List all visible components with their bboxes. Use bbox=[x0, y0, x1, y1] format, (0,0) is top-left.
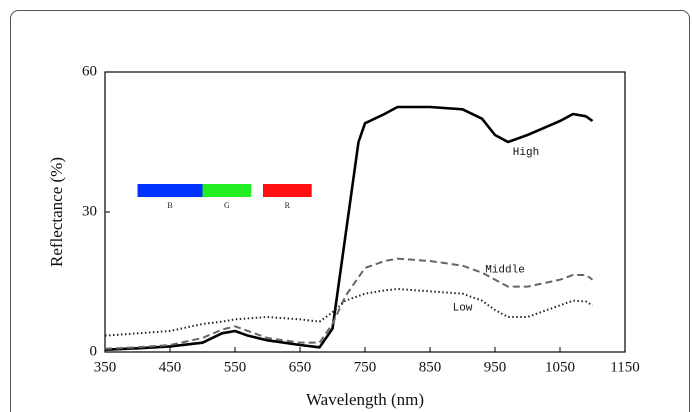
x-tick-label: 850 bbox=[419, 359, 442, 375]
x-tick-label: 650 bbox=[289, 359, 312, 375]
plot-frame bbox=[104, 71, 626, 353]
band-bar bbox=[202, 184, 252, 197]
series-line bbox=[104, 288, 593, 337]
y-tick-label: 30 bbox=[82, 203, 97, 219]
series-line bbox=[104, 257, 594, 350]
x-tick-label: 750 bbox=[354, 359, 377, 375]
band-label: G bbox=[224, 201, 230, 210]
x-tick-label: 1050 bbox=[545, 359, 575, 375]
card-frame bbox=[10, 10, 690, 412]
x-tick-label: 1150 bbox=[610, 359, 639, 375]
band-label: B bbox=[167, 201, 172, 210]
series-line bbox=[104, 105, 594, 351]
band-bar bbox=[262, 184, 312, 197]
series-label: High bbox=[513, 147, 539, 159]
y-tick-label: 60 bbox=[82, 63, 97, 79]
y-tick-label: 0 bbox=[90, 343, 98, 359]
band-label: R bbox=[285, 201, 291, 210]
x-tick-label: 450 bbox=[159, 359, 182, 375]
series-label: Low bbox=[453, 303, 473, 315]
y-axis-label: Reflectance (%) bbox=[47, 157, 66, 267]
x-tick-label: 350 bbox=[94, 359, 117, 375]
series-label: Middle bbox=[485, 265, 525, 277]
x-tick-label: 550 bbox=[224, 359, 247, 375]
band-bar bbox=[137, 184, 203, 197]
x-tick-label: 950 bbox=[484, 359, 507, 375]
x-axis-label: Wavelength (nm) bbox=[306, 390, 424, 409]
